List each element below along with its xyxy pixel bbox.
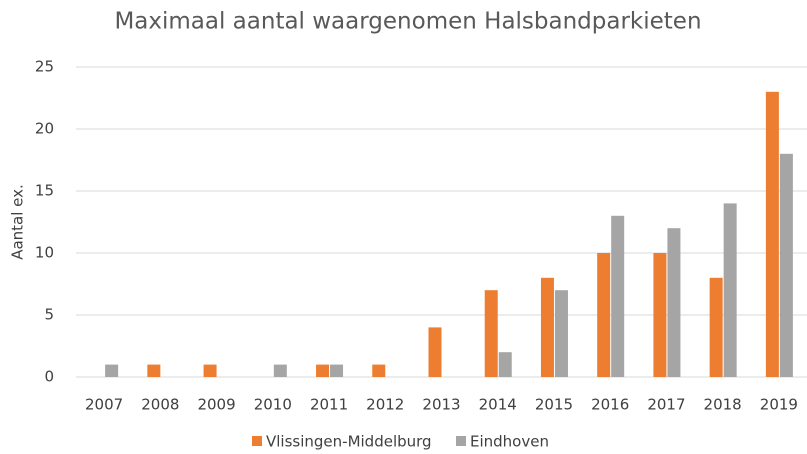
bar bbox=[597, 253, 611, 377]
y-tick-label: 20 bbox=[35, 120, 54, 138]
bar bbox=[372, 364, 386, 377]
x-tick-label: 2014 bbox=[479, 396, 517, 414]
legend-swatch bbox=[456, 436, 466, 446]
bar bbox=[779, 153, 793, 377]
x-tick-label: 2010 bbox=[254, 396, 292, 414]
x-tick-label: 2013 bbox=[422, 396, 460, 414]
bar bbox=[147, 364, 161, 377]
legend-swatch bbox=[252, 436, 262, 446]
bar bbox=[273, 364, 287, 377]
bar bbox=[709, 277, 723, 377]
y-tick-label: 5 bbox=[44, 306, 54, 324]
y-tick-label: 10 bbox=[35, 244, 54, 262]
x-tick-label: 2017 bbox=[647, 396, 685, 414]
bar bbox=[723, 203, 737, 377]
chart-title: Maximaal aantal waargenomen Halsbandpark… bbox=[114, 9, 701, 35]
x-tick-label: 2008 bbox=[141, 396, 179, 414]
bar bbox=[428, 327, 442, 377]
y-tick-label: 15 bbox=[35, 182, 54, 200]
bar bbox=[765, 91, 779, 378]
x-tick-label: 2012 bbox=[366, 396, 404, 414]
x-tick-label: 2011 bbox=[310, 396, 348, 414]
legend-label: Vlissingen-Middelburg bbox=[266, 433, 432, 451]
bar bbox=[484, 290, 498, 377]
bar bbox=[105, 364, 119, 377]
bar bbox=[667, 228, 681, 377]
bar bbox=[540, 277, 554, 377]
bar bbox=[330, 364, 344, 377]
bar bbox=[554, 290, 568, 377]
y-axis-label: Aantal ex. bbox=[9, 184, 27, 260]
x-tick-label: 2009 bbox=[197, 396, 235, 414]
x-tick-label: 2016 bbox=[591, 396, 629, 414]
bar bbox=[611, 215, 625, 377]
bar bbox=[498, 352, 512, 377]
bar bbox=[203, 364, 217, 377]
x-tick-label: 2018 bbox=[704, 396, 742, 414]
x-tick-label: 2015 bbox=[535, 396, 573, 414]
legend-label: Eindhoven bbox=[470, 433, 549, 451]
bar bbox=[316, 364, 330, 377]
x-tick-label: 2007 bbox=[85, 396, 123, 414]
x-tick-label: 2019 bbox=[760, 396, 798, 414]
bar bbox=[653, 253, 667, 377]
y-tick-label: 25 bbox=[35, 58, 54, 76]
y-tick-label: 0 bbox=[44, 368, 54, 386]
